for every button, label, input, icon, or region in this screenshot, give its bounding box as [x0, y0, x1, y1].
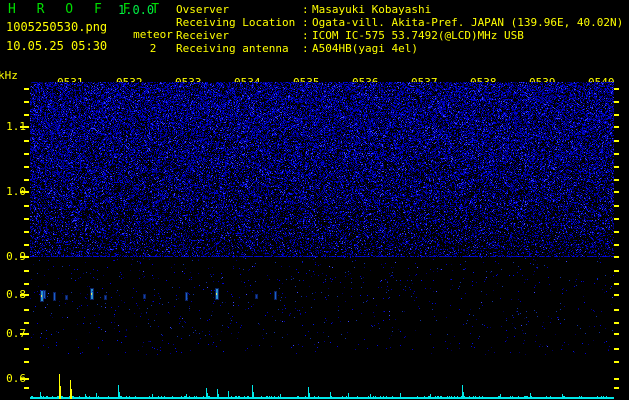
metadata-row: Receiver: ICOM IC-575 53.7492(@LCD)MHz US… [176, 29, 623, 42]
axis-tick [24, 179, 29, 181]
app-title: H R O F F T [8, 2, 166, 17]
axis-tick [24, 205, 29, 207]
axis-tick [20, 294, 29, 296]
metadata-separator: : [302, 16, 309, 29]
event-count: 2 [149, 42, 157, 55]
axis-tick [24, 309, 29, 311]
metadata-key: Receiving antenna [176, 42, 289, 55]
axis-tick [20, 378, 29, 380]
axis-tick [610, 126, 619, 128]
metadata-value: Ogata-vill. Akita-Pref. JAPAN (139.96E, … [312, 16, 624, 29]
event-type: meteor [133, 28, 173, 41]
metadata-row: Receiving antenna: A504HB(yagi 4el) [176, 42, 623, 55]
app-version: 1.0.0 [118, 3, 155, 17]
axis-tick [614, 101, 619, 103]
axis-tick [614, 166, 619, 168]
axis-tick [24, 348, 29, 350]
axis-tick [24, 322, 29, 324]
axis-tick [614, 140, 619, 142]
axis-tick [24, 244, 29, 246]
y-axis-tick-label: 0.8 [6, 288, 26, 301]
amplitude-plot [30, 355, 614, 400]
axis-tick [24, 153, 29, 155]
y-axis-tick-label: 1.0 [6, 185, 26, 198]
axis-tick [24, 218, 29, 220]
file-name: 1005250530.png [6, 20, 108, 34]
axis-tick [24, 140, 29, 142]
y-axis-unit-label: kHz [0, 69, 18, 82]
date-time: 10.05.25 05:30 [6, 39, 108, 53]
axis-tick [614, 179, 619, 181]
axis-tick [614, 153, 619, 155]
metadata-row: Receiving Location: Ogata-vill. Akita-Pre… [176, 16, 623, 29]
axis-tick [614, 114, 619, 116]
axis-tick [614, 322, 619, 324]
metadata-row: Ovserver: Masayuki Kobayashi [176, 3, 623, 16]
metadata-key: Ovserver [176, 3, 229, 16]
axis-tick [610, 256, 619, 258]
axis-tick [614, 309, 619, 311]
spectrogram-plot [30, 82, 614, 355]
axis-tick [24, 231, 29, 233]
axis-tick [614, 244, 619, 246]
observation-metadata: Ovserver: Masayuki Kobayashi Receiving Loc… [176, 3, 623, 55]
axis-tick [24, 88, 29, 90]
axis-tick [614, 387, 619, 389]
axis-tick [614, 348, 619, 350]
metadata-separator: : [302, 29, 309, 42]
axis-tick [610, 294, 619, 296]
metadata-value: ICOM IC-575 53.7492(@LCD)MHz USB [312, 29, 524, 42]
y-axis-tick-label: 1.1 [6, 120, 26, 133]
y-axis-tick-label: 0.6 [6, 372, 26, 385]
axis-tick [610, 378, 619, 380]
axis-tick [614, 231, 619, 233]
axis-tick [24, 283, 29, 285]
axis-tick [20, 256, 29, 258]
axis-tick [24, 361, 29, 363]
axis-tick [24, 387, 29, 389]
axis-tick [614, 270, 619, 272]
y-axis-tick-label: 0.7 [6, 327, 26, 340]
metadata-separator: : [302, 42, 309, 55]
y-axis-tick-label: 0.9 [6, 250, 26, 263]
axis-tick [20, 333, 29, 335]
axis-tick [24, 101, 29, 103]
axis-tick [614, 88, 619, 90]
metadata-value: Masayuki Kobayashi [312, 3, 432, 16]
axis-tick [24, 114, 29, 116]
axis-tick [614, 361, 619, 363]
axis-tick [614, 283, 619, 285]
axis-tick [610, 333, 619, 335]
metadata-key: Receiving Location [176, 16, 296, 29]
axis-tick [24, 166, 29, 168]
axis-tick [20, 191, 29, 193]
axis-tick [610, 191, 619, 193]
axis-tick [24, 270, 29, 272]
spectrogram-canvas [30, 82, 614, 355]
axis-tick [614, 205, 619, 207]
metadata-value: A504HB(yagi 4el) [312, 42, 418, 55]
metadata-key: Receiver [176, 29, 229, 42]
axis-tick [20, 126, 29, 128]
axis-tick [614, 218, 619, 220]
metadata-separator: : [302, 3, 309, 16]
header-panel: H R O F F T 1.0.0 1005250530.png 10.05.2… [0, 0, 629, 68]
amplitude-canvas [30, 355, 614, 400]
